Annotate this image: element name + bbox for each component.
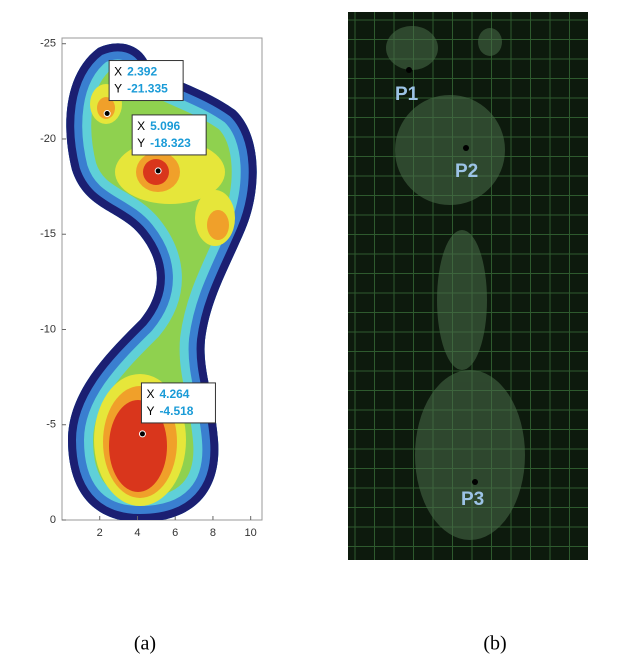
point-label: P2 [455,161,478,182]
datatip-point [139,431,145,437]
datatip-point [104,111,110,117]
datatip-point [155,168,161,174]
point-dot [406,67,412,73]
page: {"chart_data": {"type": "contour", "xlim… [0,0,619,662]
datatip-y-value: -21.335 [127,82,168,96]
datatip-x-label: X [146,387,154,401]
figure: P1 P2 P3 (a) (b) 2468100-5-10-15-20-25X2… [0,0,619,662]
y-tick-label: 0 [50,514,56,526]
point-label: P1 [395,84,419,105]
x-tick-label: 2 [97,527,103,539]
x-tick-label: 6 [172,527,178,539]
datatip-x-label: X [114,65,122,79]
point-dot [472,479,478,485]
x-tick-label: 8 [210,527,216,539]
caption: (a) [134,633,156,655]
datatip-x-value: 2.392 [127,65,157,79]
datatip-y-label: Y [114,82,122,96]
caption: (b) [483,633,506,655]
x-tick-label: 4 [134,527,140,539]
datatip-y-label: Y [146,404,154,418]
datatip-y-value: -18.323 [150,136,191,150]
datatip-x-label: X [137,119,145,133]
datatip-y-value: -4.518 [159,404,193,418]
y-tick-label: -10 [40,323,56,335]
point-dot [463,145,469,151]
y-tick-label: -15 [40,228,56,240]
datatip-y-label: Y [137,136,145,150]
datatip-x-value: 4.264 [159,387,189,401]
y-tick-label: -25 [40,38,56,50]
y-tick-label: -20 [40,133,56,145]
x-tick-label: 10 [245,527,257,539]
point-label: P3 [461,489,484,510]
y-tick-label: -5 [46,419,56,431]
datatip-x-value: 5.096 [150,119,180,133]
